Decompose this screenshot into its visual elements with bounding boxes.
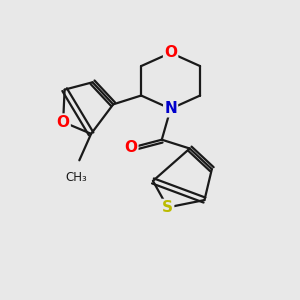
Text: O: O <box>164 45 177 60</box>
Text: O: O <box>124 140 137 154</box>
Text: CH₃: CH₃ <box>65 171 87 184</box>
Text: O: O <box>57 115 70 130</box>
Text: N: N <box>164 101 177 116</box>
Text: S: S <box>162 200 173 215</box>
